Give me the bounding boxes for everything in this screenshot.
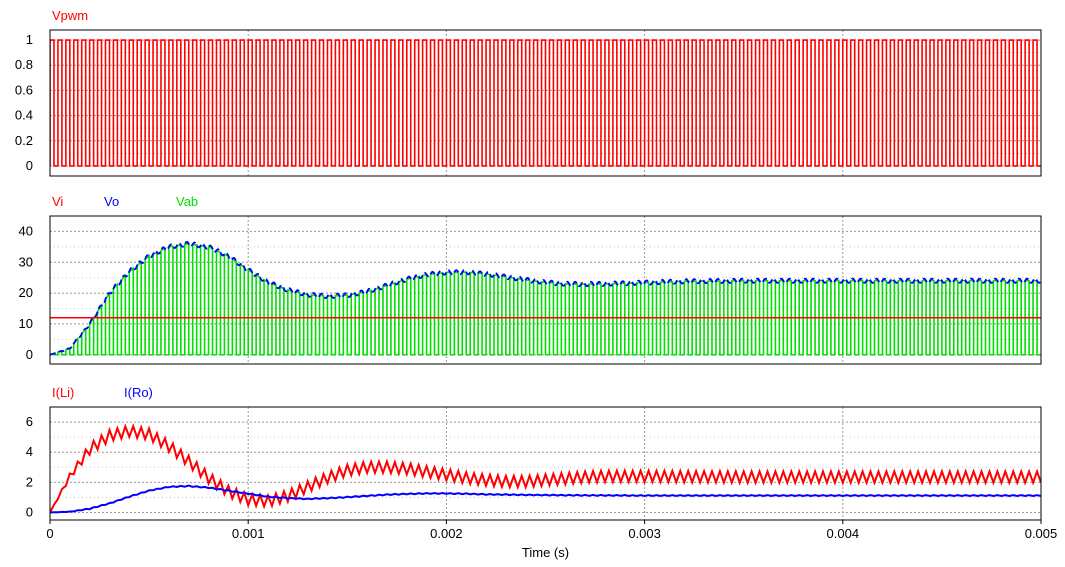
x-tick-label: 0.003 [628, 526, 661, 541]
legend-entry: Vo [104, 194, 119, 209]
series-line [50, 240, 1041, 356]
plot-frame [49, 406, 1042, 521]
y-tick-label: 30 [19, 254, 33, 269]
legend-entry: Vab [176, 194, 198, 209]
y-tick-label: 6 [26, 414, 33, 429]
legend-entry: Vpwm [52, 8, 88, 23]
y-tick-label: 0 [26, 158, 33, 173]
plot-frame [49, 29, 1042, 177]
series-line [50, 39, 1041, 167]
series-line [50, 242, 1041, 356]
series-line [50, 484, 1041, 514]
y-tick-label: 40 [19, 223, 33, 238]
y-tick-label: 0.2 [15, 133, 33, 148]
y-tick-label: 10 [19, 316, 33, 331]
x-tick-label: 0 [46, 526, 53, 541]
y-tick-label: 2 [26, 474, 33, 489]
y-tick-label: 1 [26, 32, 33, 47]
legend-entry: I(Li) [52, 385, 74, 400]
x-tick-label: 0.005 [1025, 526, 1058, 541]
series-line [50, 423, 1041, 513]
x-axis-label: Time (s) [522, 545, 569, 560]
y-tick-label: 20 [19, 285, 33, 300]
y-tick-label: 0 [26, 504, 33, 519]
y-tick-label: 4 [26, 444, 33, 459]
legend-entry: I(Ro) [124, 385, 153, 400]
plot-frame [49, 215, 1042, 365]
x-tick-label: 0.002 [430, 526, 463, 541]
y-tick-label: 0.4 [15, 108, 33, 123]
panel-1: 0 0.2 0.4 0.6 0.8 1 Vpwm [15, 8, 1042, 177]
y-tick-label: 0.8 [15, 57, 33, 72]
x-tick-label: 0.004 [827, 526, 860, 541]
y-tick-label: 0.6 [15, 82, 33, 97]
legend-entry: Vi [52, 194, 63, 209]
x-tick-label: 0.001 [232, 526, 265, 541]
panel-3: 0 2 4 6 I(Li) I(Ro) 0 0.001 0.002 0.003 0.004 0.005… [26, 385, 1058, 560]
panel-2: 0 10 20 30 40 Vi Vo Vab [19, 194, 1042, 365]
y-tick-label: 0 [26, 347, 33, 362]
